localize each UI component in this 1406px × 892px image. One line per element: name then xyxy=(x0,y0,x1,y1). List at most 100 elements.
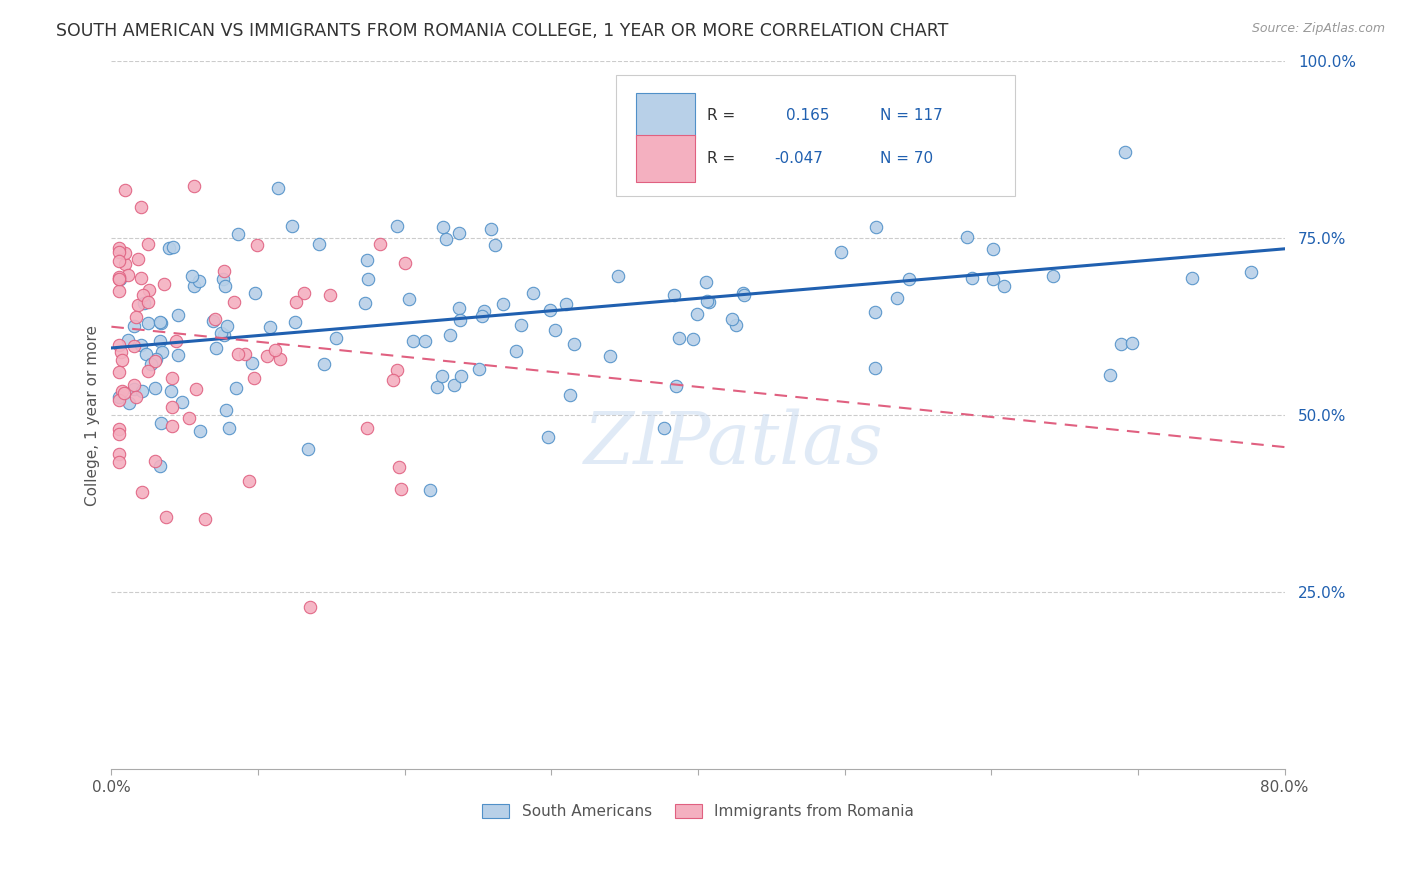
Point xyxy=(294,286,316,301)
Point xyxy=(117,333,139,347)
Point xyxy=(381,373,404,387)
Point xyxy=(246,237,269,252)
Point xyxy=(122,339,145,353)
Point xyxy=(993,278,1015,293)
Point xyxy=(394,256,416,270)
Point xyxy=(160,384,183,399)
Point xyxy=(160,419,183,434)
Text: N = 117: N = 117 xyxy=(880,108,942,123)
Point xyxy=(110,352,132,367)
Point xyxy=(449,227,471,241)
Point xyxy=(297,442,319,456)
Point xyxy=(263,343,285,357)
Point xyxy=(132,288,155,302)
Point xyxy=(402,334,425,348)
Point xyxy=(117,268,139,282)
Point xyxy=(149,315,172,329)
Point xyxy=(108,272,131,286)
Point xyxy=(259,320,281,334)
Point xyxy=(180,268,202,283)
Point xyxy=(188,424,211,438)
Point xyxy=(138,283,160,297)
Point xyxy=(471,309,494,323)
Point xyxy=(960,271,983,285)
Point xyxy=(668,331,690,345)
Point xyxy=(145,353,167,368)
Point xyxy=(1121,336,1143,351)
Point xyxy=(111,384,134,398)
Point xyxy=(150,316,173,330)
Point xyxy=(558,388,581,402)
Point xyxy=(107,455,129,469)
Point xyxy=(162,239,184,253)
Point xyxy=(214,279,236,293)
Point xyxy=(387,219,409,233)
Point xyxy=(225,382,247,396)
Text: -0.047: -0.047 xyxy=(775,152,823,167)
Point xyxy=(733,288,755,302)
Point xyxy=(434,232,457,246)
Point xyxy=(143,381,166,395)
Point xyxy=(562,336,585,351)
Point xyxy=(135,346,157,360)
Point xyxy=(439,327,461,342)
Point xyxy=(554,296,576,310)
Point xyxy=(1240,265,1263,279)
Point xyxy=(724,318,747,332)
Point xyxy=(215,318,238,333)
Point xyxy=(233,347,256,361)
Point xyxy=(157,241,180,255)
Point xyxy=(114,257,136,271)
Point xyxy=(136,236,159,251)
Point xyxy=(1109,337,1132,351)
Point xyxy=(205,341,228,355)
Point xyxy=(695,275,717,289)
Point xyxy=(107,241,129,255)
Point xyxy=(204,311,226,326)
Point xyxy=(830,244,852,259)
Point xyxy=(212,272,235,286)
Point xyxy=(314,357,336,371)
Point xyxy=(110,344,132,359)
Point xyxy=(665,378,688,392)
Point xyxy=(184,382,207,396)
Point xyxy=(122,318,145,333)
Point xyxy=(505,344,527,359)
Point xyxy=(479,222,502,236)
Point xyxy=(356,252,378,267)
Point xyxy=(696,293,718,308)
Point xyxy=(357,272,380,286)
Point xyxy=(136,295,159,310)
Y-axis label: College, 1 year or more: College, 1 year or more xyxy=(86,325,100,506)
Point xyxy=(356,421,378,435)
Point xyxy=(1098,368,1121,382)
Point xyxy=(224,295,246,310)
Text: R =: R = xyxy=(707,108,735,123)
Point xyxy=(354,295,377,310)
Point xyxy=(267,180,290,194)
Point xyxy=(240,356,263,370)
Point xyxy=(139,358,162,372)
Point xyxy=(449,301,471,316)
Point xyxy=(114,245,136,260)
Point xyxy=(443,377,465,392)
Point xyxy=(129,271,152,285)
Point xyxy=(682,332,704,346)
FancyBboxPatch shape xyxy=(636,136,695,182)
Point xyxy=(127,298,149,312)
Point xyxy=(209,326,232,340)
Point xyxy=(1114,145,1136,159)
Point xyxy=(863,360,886,375)
Point xyxy=(218,421,240,435)
Point xyxy=(194,511,217,525)
Point xyxy=(108,427,131,442)
Point xyxy=(538,302,561,317)
Point xyxy=(131,384,153,398)
Point xyxy=(226,346,249,360)
Point xyxy=(145,352,167,367)
Point xyxy=(652,421,675,435)
Point xyxy=(256,349,278,363)
Point xyxy=(114,183,136,197)
Point xyxy=(108,338,131,352)
Point xyxy=(544,323,567,337)
